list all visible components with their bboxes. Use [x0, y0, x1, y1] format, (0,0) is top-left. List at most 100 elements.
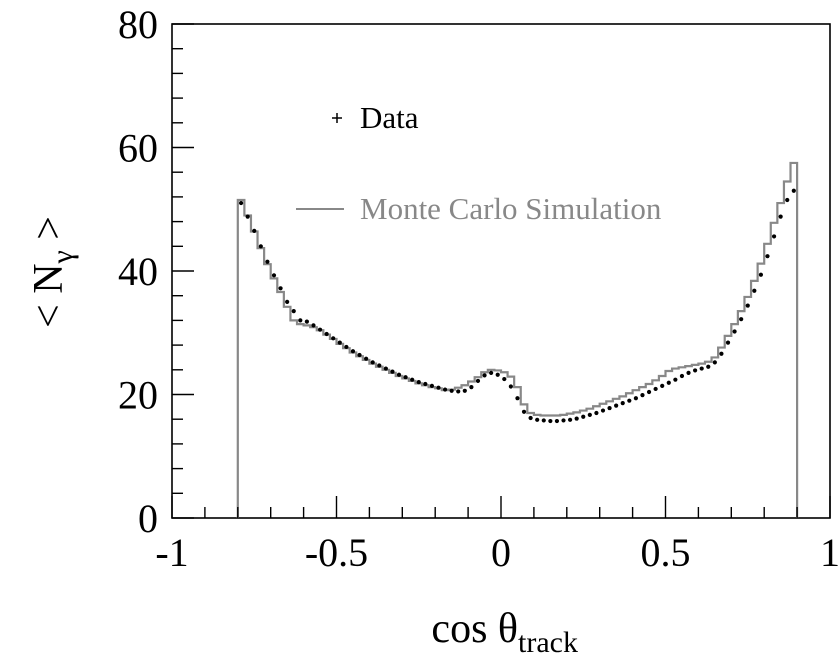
data-point [673, 377, 678, 382]
data-point [298, 318, 303, 323]
data-point [574, 416, 579, 421]
data-point [640, 393, 645, 398]
y-axis-title-sub: γ [46, 250, 79, 264]
data-point [390, 369, 395, 374]
data-point [370, 360, 375, 365]
y-axis-title-post: > [26, 216, 72, 250]
data-point [304, 319, 309, 324]
data-point [620, 401, 625, 406]
data-point [271, 273, 277, 278]
data-point [758, 272, 764, 277]
data-point [252, 228, 257, 233]
data-point [502, 376, 507, 382]
data-point [285, 299, 290, 304]
x-axis-title: cos θtrack [431, 606, 578, 655]
x-axis-title-base: cos θ [431, 606, 518, 652]
data-point [646, 389, 652, 395]
data-point [693, 368, 698, 373]
data-point [495, 372, 500, 377]
data-point [739, 317, 744, 322]
data-point [535, 417, 540, 422]
data-point [594, 410, 599, 416]
data-point [653, 386, 658, 392]
legend-data-marker [332, 113, 342, 123]
data-point [364, 356, 369, 361]
data-point [765, 254, 770, 259]
data-point [469, 384, 474, 390]
data-point [679, 373, 685, 379]
data-point [449, 388, 454, 393]
data-point [745, 303, 750, 308]
data-point [725, 340, 731, 345]
data-point [383, 366, 388, 371]
data-point [732, 329, 737, 334]
data-point [561, 418, 566, 423]
y-tick-label: 0 [138, 496, 158, 541]
data-point [396, 372, 402, 377]
data-point [245, 214, 250, 219]
data-point [311, 323, 316, 328]
data-point [475, 378, 481, 384]
data-point [258, 244, 263, 249]
data-point [752, 288, 757, 293]
legend-mc-label: Monte Carlo Simulation [360, 191, 662, 226]
data-point [587, 412, 592, 417]
data-point [350, 349, 356, 354]
data-point [357, 352, 362, 358]
data-point [337, 340, 342, 345]
mc-histogram-layer [236, 161, 799, 518]
data-point [291, 309, 296, 314]
data-point [377, 363, 382, 368]
data-point [265, 259, 270, 264]
data-point [515, 396, 520, 401]
data-point [600, 408, 606, 413]
data-point [436, 385, 441, 390]
data-point [482, 373, 487, 378]
y-tick-labels: 0 20 40 60 80 [118, 2, 158, 541]
data-point [791, 188, 796, 193]
data-point [771, 234, 777, 239]
y-axis-title: < Nγ > [26, 216, 79, 328]
data-point [508, 384, 513, 389]
data-point [462, 388, 467, 393]
data-point [660, 383, 665, 388]
data-points-layer [238, 188, 796, 424]
x-tick-label: 0 [491, 530, 511, 575]
y-axis-title-pre: < N [26, 263, 72, 328]
data-point [607, 405, 612, 411]
data-point [324, 331, 329, 337]
y-tick-label: 20 [118, 373, 158, 418]
data-point [666, 380, 671, 385]
data-point [423, 381, 428, 387]
data-point [331, 336, 336, 341]
data-point [238, 200, 244, 206]
y-tick-label: 80 [118, 2, 158, 47]
data-point [706, 364, 711, 369]
data-point [442, 387, 448, 392]
data-point [456, 389, 461, 394]
data-point [278, 286, 283, 291]
data-point [410, 377, 415, 382]
y-tick-label: 60 [118, 126, 158, 171]
mc-histogram-line [236, 161, 799, 518]
data-point [633, 396, 638, 401]
data-point [416, 380, 421, 385]
data-point [521, 409, 527, 414]
x-tick-label: 1 [820, 530, 840, 575]
data-point [627, 398, 632, 403]
data-point [686, 370, 691, 375]
data-point [567, 417, 573, 422]
x-tick-label: -1 [155, 530, 188, 575]
data-point [778, 214, 783, 219]
x-tick-label: 0.5 [641, 530, 691, 575]
data-point [699, 366, 704, 371]
data-point [541, 418, 546, 423]
legend-data-label: Data [360, 100, 419, 135]
tick-marks [171, 23, 831, 519]
x-tick-labels: -1 -0.5 0 0.5 1 [155, 530, 840, 575]
plot-area [171, 23, 831, 519]
y-tick-label: 40 [118, 249, 158, 294]
x-tick-label: -0.5 [305, 530, 368, 575]
data-point [489, 370, 494, 375]
